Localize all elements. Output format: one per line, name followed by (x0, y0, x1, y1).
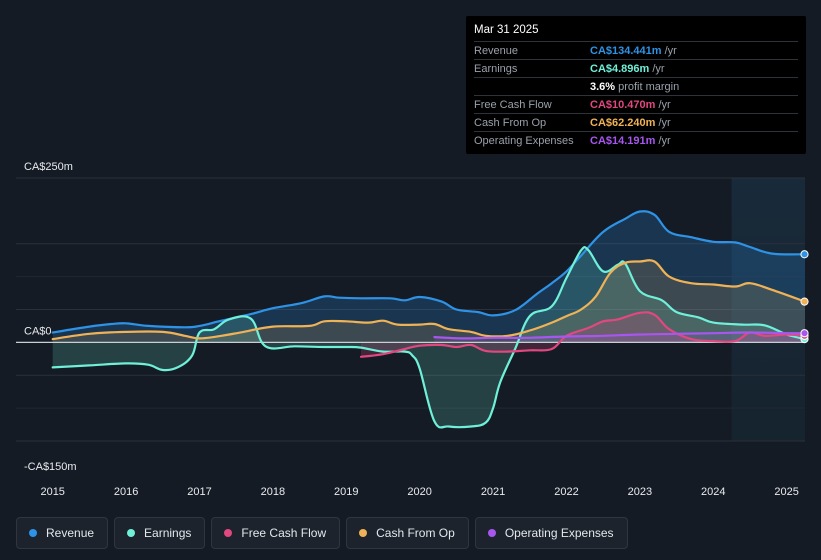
legend-label: Free Cash Flow (241, 526, 327, 540)
tooltip-row: 3.6% profit margin (474, 77, 798, 95)
tooltip-row-value: CA$134.441m (590, 44, 662, 57)
tooltip-date: Mar 31 2025 (474, 24, 539, 36)
tooltip-row-unit: /yr (652, 62, 665, 75)
operating-expenses-area (434, 332, 805, 343)
tooltip-row: Revenue CA$134.441m/yr (474, 41, 798, 59)
revenue-area (52, 211, 805, 343)
earnings-line[interactable] (51, 245, 805, 429)
cash-from-op-line[interactable] (51, 259, 805, 341)
tooltip-row-unit: /yr (658, 98, 671, 111)
tooltip-row-unit: /yr (658, 116, 671, 129)
legend-item-free-cash-flow[interactable]: Free Cash Flow (211, 517, 341, 549)
x-axis-label: 2015 (40, 486, 64, 498)
y-axis-label: CA$250m (24, 161, 73, 173)
legend-label: Cash From Op (376, 526, 455, 540)
x-axis-label: 2020 (407, 486, 431, 498)
x-axis-label: 2019 (334, 486, 358, 498)
legend-dot-icon (487, 529, 496, 537)
legend-label: Operating Expenses (504, 526, 614, 540)
legend: Revenue Earnings Free Cash Flow Cash From O… (16, 517, 628, 549)
tooltip-row-label: Operating Expenses (474, 134, 574, 147)
x-axis-label: 2016 (114, 486, 138, 498)
tooltip-row-label: Free Cash Flow (474, 98, 552, 111)
legend-label: Earnings (144, 526, 192, 540)
x-axis-label: 2021 (481, 486, 505, 498)
operating-expenses-end-marker (800, 329, 809, 338)
free-cash-flow-area (361, 312, 805, 357)
revenue-line[interactable] (51, 210, 805, 334)
tooltip-row-unit: /yr (664, 44, 677, 57)
tooltip-row-label: Revenue (474, 44, 519, 57)
grid-lines (16, 177, 805, 442)
tooltip-row-unit: /yr (658, 134, 671, 147)
legend-dot-icon (29, 529, 37, 537)
x-axis-label: 2025 (774, 486, 798, 498)
revenue-end-marker (800, 250, 809, 259)
tooltip-row: Operating Expenses CA$14.191m/yr (474, 131, 798, 149)
tooltip-row-value: CA$14.191m (590, 134, 656, 147)
legend-dot-icon (127, 529, 136, 537)
y-axis-label: CA$0 (24, 325, 52, 337)
tooltip-row-value: CA$4.896m (590, 62, 650, 75)
y-axis-label: -CA$150m (24, 461, 77, 473)
x-axis-label: 2022 (554, 486, 578, 498)
legend-item-earnings[interactable]: Earnings (114, 517, 206, 549)
earnings-area (52, 247, 805, 428)
x-axis-label: 2018 (261, 486, 285, 498)
x-axis-label: 2024 (701, 486, 725, 498)
tooltip-row-label: Cash From Op (474, 116, 547, 129)
legend-item-cash-from-op[interactable]: Cash From Op (346, 517, 469, 549)
operating-expenses-line[interactable] (433, 331, 805, 340)
tooltip-row-label: Earnings (474, 62, 518, 75)
tooltip-row-value: CA$10.470m (590, 98, 656, 111)
legend-item-operating-expenses[interactable]: Operating Expenses (474, 517, 628, 549)
tooltip-row: Earnings CA$4.896m/yr (474, 59, 798, 77)
tooltip-row-value: CA$62.240m (590, 116, 656, 129)
free-cash-flow-line[interactable] (359, 311, 805, 358)
tooltip-panel: Mar 31 2025 Revenue CA$134.441m/yr Earning… (466, 16, 806, 154)
tooltip-row-value: 3.6% (590, 80, 616, 93)
legend-dot-icon (224, 529, 233, 537)
tooltip-row: Free Cash Flow CA$10.470m/yr (474, 95, 798, 113)
cash-from-op-end-marker (800, 297, 809, 306)
tooltip-row: Cash From Op CA$62.240m/yr (474, 113, 798, 131)
legend-label: Revenue (46, 526, 95, 540)
x-axis-label: 2023 (628, 486, 652, 498)
legend-item-revenue[interactable]: Revenue (16, 517, 109, 549)
cash-from-op-area (52, 260, 805, 343)
x-axis-label: 2017 (187, 486, 211, 498)
tooltip-row-unit: profit margin (618, 80, 680, 93)
legend-dot-icon (359, 529, 368, 537)
